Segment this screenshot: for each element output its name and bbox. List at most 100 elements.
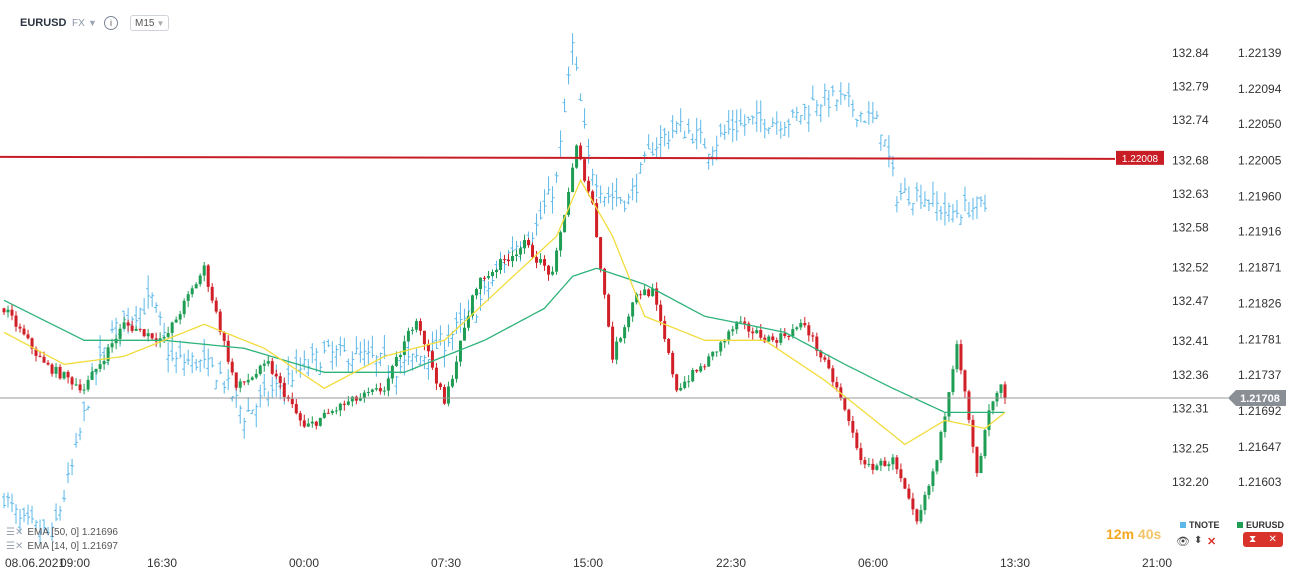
current-price-tag <box>1228 389 1286 406</box>
axis-labels: 132.84 132.79 132.74 132.68 132.63 132.58 132.… <box>5 46 1282 570</box>
candle-up <box>867 463 871 465</box>
candle-up <box>791 329 795 337</box>
candle-up <box>358 397 362 401</box>
candle-down <box>851 421 855 433</box>
market-label: FX <box>72 17 85 29</box>
legend-tnote[interactable]: TNOTE <box>1180 520 1220 530</box>
candle-down <box>206 265 210 287</box>
candle-up <box>454 361 458 379</box>
indicator-ema-50[interactable]: ☰✕ EMA [50, 0] 1.21696 <box>6 527 118 538</box>
eurusd-tick-label: 1.21916 <box>1238 224 1282 238</box>
candle-up <box>166 333 170 337</box>
candle-up <box>134 328 138 331</box>
candle-down <box>583 159 587 181</box>
eurusd-tick-label: 1.21737 <box>1238 368 1282 382</box>
candle-up <box>555 250 559 272</box>
candle-down <box>915 509 919 522</box>
candle-down <box>959 344 963 371</box>
candle-down <box>14 315 18 327</box>
timeframe-label: M15 <box>135 17 155 29</box>
candle-up <box>102 361 106 365</box>
eye-icon[interactable]: 👁 <box>1176 536 1190 548</box>
candle-down <box>2 308 6 313</box>
ema-50-line <box>3 267 1005 414</box>
candle-down <box>607 294 611 327</box>
candle-up <box>919 510 923 522</box>
candle-down <box>703 366 707 368</box>
candle-up <box>559 232 563 251</box>
candle-down <box>535 257 539 263</box>
candle-down <box>695 370 699 372</box>
candle-down <box>34 348 38 356</box>
indicator-menu-icon[interactable]: ☰✕ <box>6 527 24 538</box>
candle-up <box>498 259 502 271</box>
candle-up <box>731 329 735 332</box>
tnote-tick-label: 132.58 <box>1172 220 1209 234</box>
candle-countdown: 12m 40s <box>1106 526 1161 542</box>
eurusd-series-controls[interactable]: ⧗ ✕ <box>1243 532 1283 547</box>
candle-down <box>30 338 34 349</box>
countdown-seconds: 40s <box>1137 526 1162 542</box>
tnote-tick-label: 132.84 <box>1172 46 1209 60</box>
candle-down <box>899 469 903 479</box>
tnote-tick-label: 132.52 <box>1172 261 1209 275</box>
candlestick-icon[interactable]: ⧗ <box>1249 534 1257 545</box>
sort-arrows-icon[interactable]: ⬍ <box>1194 535 1203 546</box>
candle-up <box>931 471 935 486</box>
candle-down <box>434 367 438 384</box>
candle-up <box>519 248 523 255</box>
eurusd-tick-label: 1.22050 <box>1238 117 1282 131</box>
candle-up <box>194 284 198 289</box>
candle-down <box>507 259 511 262</box>
legend-eurusd[interactable]: EURUSD <box>1237 520 1284 530</box>
candle-down <box>142 329 146 337</box>
candle-up <box>627 316 631 328</box>
info-icon[interactable]: i <box>104 16 118 30</box>
close-icon[interactable]: ✕ <box>1207 536 1217 548</box>
candle-up <box>643 289 647 296</box>
candle-up <box>739 321 743 323</box>
candle-down <box>547 265 551 275</box>
candle-down <box>883 460 887 467</box>
candle-down <box>859 448 863 461</box>
candle-down <box>42 356 46 363</box>
candle-down <box>378 388 382 392</box>
candle-down <box>843 398 847 410</box>
tnote-tick-label: 132.79 <box>1172 80 1209 94</box>
symbol-dropdown-icon[interactable]: ▼ <box>88 18 97 28</box>
candle-down <box>18 326 22 329</box>
candle-down <box>282 382 286 397</box>
eurusd-tick-label: 1.21692 <box>1238 404 1282 418</box>
legend-swatch <box>1180 522 1186 528</box>
remove-series-icon[interactable]: ✕ <box>1268 534 1277 545</box>
candle-up <box>122 322 126 329</box>
tnote-tick-label: 132.47 <box>1172 294 1209 308</box>
candle-up <box>398 355 402 357</box>
candle-down <box>230 361 234 373</box>
candle-down <box>807 325 811 336</box>
symbol-label[interactable]: EURUSD <box>20 17 67 29</box>
candle-down <box>58 366 62 379</box>
time-tick-label: 06:00 <box>858 556 888 570</box>
candle-up <box>170 322 174 334</box>
ema-14-line <box>3 178 1006 446</box>
candle-down <box>527 240 531 246</box>
candle-up <box>118 328 122 339</box>
indicator-menu-icon[interactable]: ☰✕ <box>6 541 24 552</box>
candle-down <box>138 328 142 330</box>
candle-up <box>394 356 398 366</box>
candle-up <box>114 338 118 344</box>
candle-down <box>823 357 827 360</box>
candle-up <box>891 457 895 465</box>
timeframe-selector[interactable]: M15 ▼ <box>130 15 170 31</box>
indicator-ema-14[interactable]: ☰✕ EMA [14, 0] 1.21697 <box>6 541 118 552</box>
candle-up <box>54 366 58 374</box>
candle-up <box>494 270 498 273</box>
candle-up <box>515 254 519 257</box>
candle-up <box>619 338 623 342</box>
candle-up <box>539 259 543 263</box>
candle-up <box>202 265 206 276</box>
candle-down <box>430 351 434 368</box>
